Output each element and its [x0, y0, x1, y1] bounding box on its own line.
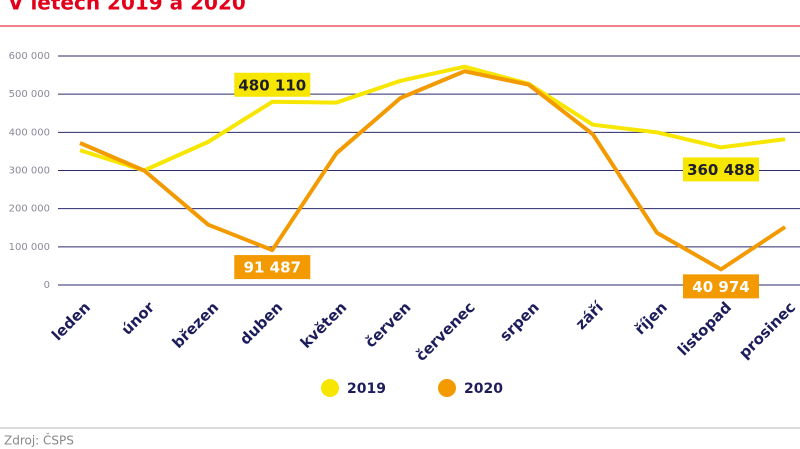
x-tick-label: prosinec [735, 298, 799, 362]
legend-label: 2020 [464, 381, 503, 397]
y-tick-label: 0 [44, 280, 50, 291]
legend-label: 2019 [347, 381, 386, 397]
data-label: 360 488 [683, 157, 759, 182]
data-label-box [234, 72, 311, 97]
y-tick-label: 600 000 [9, 51, 50, 62]
data-label-box [683, 157, 759, 182]
x-tick-label: únor [118, 298, 159, 339]
x-tick-label: říjen [631, 298, 671, 338]
y-tick-label: 200 000 [9, 204, 50, 215]
data-label-box [234, 255, 311, 280]
x-tick-label: březen [169, 298, 223, 352]
series-line [79, 64, 786, 173]
x-tick-label: září [572, 298, 608, 334]
x-tick-label: duben [236, 298, 286, 348]
x-tick-label: červen [361, 298, 414, 351]
data-label-text: 91 487 [244, 259, 301, 277]
series-line [79, 69, 787, 272]
chart-title: V letech 2019 a 2020 [8, 0, 246, 15]
x-tick-label: srpen [496, 298, 543, 345]
data-label-text: 480 110 [238, 76, 306, 94]
data-label: 40 974 [683, 274, 759, 299]
x-tick-label: květen [297, 298, 351, 352]
x-tick-label: červenec [412, 298, 479, 365]
legend-marker [438, 379, 456, 397]
data-label: 480 110 [234, 72, 311, 97]
y-tick-label: 100 000 [9, 242, 50, 253]
y-tick-label: 500 000 [9, 89, 50, 100]
x-tick-label: listopad [674, 298, 735, 359]
data-label: 91 487 [234, 255, 311, 280]
y-tick-label: 300 000 [9, 166, 50, 177]
legend-marker [321, 379, 339, 397]
y-tick-label: 400 000 [9, 127, 50, 138]
data-label-box [683, 274, 759, 299]
x-tick-label: leden [48, 298, 94, 344]
data-label-text: 40 974 [692, 278, 749, 296]
data-label-text: 360 488 [687, 161, 755, 179]
source: Zdroj: ČSPS [4, 433, 74, 448]
